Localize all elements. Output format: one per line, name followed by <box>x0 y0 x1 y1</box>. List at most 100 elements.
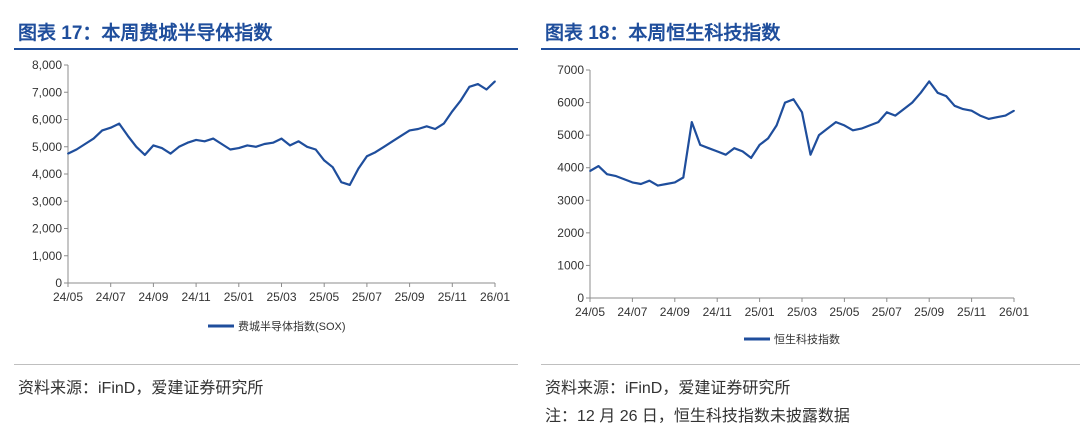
left-source-note: 资料来源：iFinD，爱建证券研究所 <box>18 380 264 397</box>
sox-data-point <box>366 155 368 158</box>
hstech-data-point <box>597 165 600 167</box>
right-title-rule <box>541 48 1080 50</box>
hstech-data-point <box>851 129 854 132</box>
hstech-data-point <box>656 184 659 187</box>
sox-data-point <box>101 129 104 132</box>
sox-data-point <box>408 129 411 132</box>
hstech-x-tick-label: 25/09 <box>914 305 944 319</box>
hstech-x-tick-label: 25/07 <box>872 305 902 319</box>
hstech-data-point <box>784 101 786 104</box>
hstech-data-point <box>775 124 778 127</box>
right-source-rule <box>541 364 1080 365</box>
hstech-y-tick-label: 4000 <box>557 161 584 175</box>
hstech-data-point <box>818 134 820 137</box>
sox-data-point <box>169 152 172 155</box>
left-title-rule <box>14 48 518 50</box>
sox-data-point <box>84 143 86 145</box>
hstech-x-tick-label: 24/11 <box>703 305 732 319</box>
hstech-y-tick-label: 3000 <box>557 193 584 207</box>
hstech-data-point <box>894 114 897 117</box>
hstech-data-point <box>809 153 812 156</box>
sox-data-point <box>92 137 95 140</box>
sox-data-point <box>348 184 351 186</box>
hstech-data-point <box>792 98 795 101</box>
sox-data-point <box>374 151 377 154</box>
sox-data-point <box>161 147 163 150</box>
hstech-data-point <box>902 108 905 110</box>
hstech-x-tick-label: 25/03 <box>787 305 817 319</box>
hstech-data-point <box>860 127 863 130</box>
sox-data-point <box>434 128 437 130</box>
sox-data-point <box>340 181 343 184</box>
hstech-x-tick-label: 24/09 <box>660 305 690 319</box>
sox-x-tick-label: 24/07 <box>96 290 126 304</box>
sox-data-point <box>331 166 334 169</box>
hstech-data-point <box>953 104 956 107</box>
sox-y-tick-label: 4,000 <box>32 167 62 181</box>
sox-data-point <box>195 139 198 141</box>
right-figure-panel: 图表 18：本周恒生科技指数 0 1000 2000 3000 4000 5000 6000… <box>540 0 1080 429</box>
right-source-note: 资料来源：iFinD，爱建证券研究所 <box>545 380 791 397</box>
left-figure-title: 图表 17：本周费城半导体指数 <box>18 23 273 44</box>
sox-data-point <box>143 154 146 156</box>
hstech-y-tick-label: 2000 <box>557 226 584 240</box>
sox-data-point <box>75 148 78 151</box>
hstech-data-point <box>945 95 948 97</box>
hstech-data-point <box>801 111 803 114</box>
sox-data-point <box>323 159 326 162</box>
hstech-data-point <box>639 183 642 185</box>
sox-x-tick-label: 25/01 <box>224 290 254 304</box>
hstech-data-point <box>1004 114 1007 117</box>
sox-x-tick-label: 25/05 <box>309 290 339 304</box>
hstech-x-tick-label: 25/11 <box>957 305 986 319</box>
sox-data-point <box>451 110 454 113</box>
hstech-data-point <box>673 181 676 184</box>
left-figure-panel: 图表 17：本周费城半导体指数 0 1,000 2,000 3,000 4,000 5,0… <box>0 0 528 429</box>
sox-series-line <box>67 80 496 186</box>
sox-data-point <box>178 145 180 148</box>
sox-data-point <box>306 145 309 148</box>
sox-data-point <box>297 140 300 143</box>
sox-data-point <box>459 99 462 102</box>
hstech-legend-label: 恒生科技指数 <box>774 332 840 346</box>
hstech-y-tick-label: 7000 <box>557 63 584 77</box>
hstech-data-point <box>716 150 719 153</box>
hstech-data-point <box>767 137 769 140</box>
sox-data-point <box>477 83 479 85</box>
sox-x-tick-label: 25/09 <box>395 290 425 304</box>
sox-data-point <box>254 145 257 148</box>
sox-data-point <box>212 137 215 140</box>
sox-data-point <box>203 140 206 143</box>
sox-x-tick-label: 25/07 <box>352 290 382 304</box>
hstech-data-point <box>835 121 837 124</box>
hstech-data-point <box>1013 109 1015 112</box>
sox-data-point <box>400 134 402 137</box>
right-footnote: 注：12 月 26 日，恒生科技指数未披露数据 <box>545 408 850 425</box>
sox-x-tick-label: 25/11 <box>438 290 467 304</box>
sox-y-tick-label: 1,000 <box>32 249 62 263</box>
sox-data-point <box>126 134 129 137</box>
sox-data-point <box>67 152 69 155</box>
hstech-y-tick-label: 5000 <box>557 128 584 142</box>
hstech-x-tick-label: 24/05 <box>575 305 605 319</box>
hstech-data-point <box>979 114 981 117</box>
hstech-x-tick-label: 24/07 <box>617 305 647 319</box>
sox-x-tick-label: 24/05 <box>53 290 83 304</box>
left-source-rule <box>14 364 518 365</box>
sox-data-point <box>442 122 445 125</box>
hstech-data-point <box>682 176 685 179</box>
sox-data-point <box>229 148 232 151</box>
hstech-line-chart: 0 1000 2000 3000 4000 5000 6000 7000 24/05 24/07 2… <box>557 63 1029 346</box>
hstech-y-tick-label: 0 <box>577 291 584 305</box>
sox-data-point <box>109 126 112 129</box>
sox-data-point <box>237 147 240 150</box>
sox-data-point <box>425 125 428 128</box>
sox-data-point <box>391 140 394 143</box>
hstech-data-point <box>962 108 965 110</box>
hstech-data-point <box>928 80 931 83</box>
sox-data-point <box>383 145 385 148</box>
sox-line-chart: 0 1,000 2,000 3,000 4,000 5,000 6,000 7,000 8,00… <box>32 58 510 333</box>
hstech-data-point <box>987 117 990 120</box>
sox-data-point <box>186 141 189 144</box>
sox-x-tick-label: 26/01 <box>480 290 510 304</box>
